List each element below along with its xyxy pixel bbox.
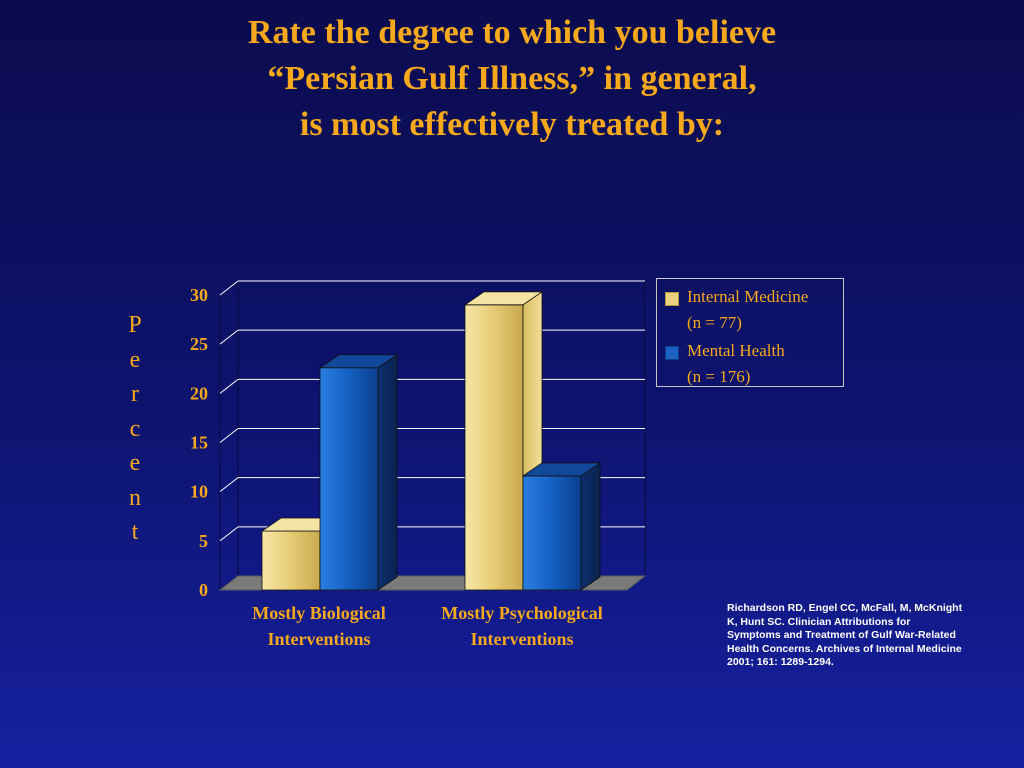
y-tick-label: 20 — [190, 383, 208, 403]
bar-top — [521, 462, 602, 477]
y-axis-label-letter: c — [129, 415, 141, 442]
slide-title: Rate the degree to which you believe “Pe… — [0, 10, 1024, 148]
bar-side — [580, 462, 601, 591]
y-tick-label: 30 — [190, 285, 208, 305]
legend-label-mental-health: Mental Health — [687, 341, 785, 360]
bar-front — [319, 367, 379, 591]
gridline-side — [219, 428, 239, 443]
legend-item-mental-health: Mental Health (n = 176) — [665, 338, 843, 390]
citation-line: Richardson RD, Engel CC, McFall, M, McKn… — [727, 602, 963, 614]
citation-line: Symptoms and Treatment of Gulf War-Relat… — [727, 629, 956, 642]
x-category-label: Interventions — [471, 629, 574, 649]
bar-front — [522, 475, 582, 591]
citation-line: Health Concerns. Archives of Internal Me… — [727, 642, 962, 655]
legend-sub-mental-health: (n = 176) — [687, 367, 751, 386]
legend-swatch-mental-health — [665, 346, 679, 360]
citation-line: 2001; 161: 1289-1294. — [727, 656, 834, 669]
gridline-side — [219, 477, 239, 493]
legend-sub-internal-medicine: (n = 77) — [687, 313, 742, 332]
citation: Richardson RD, Engel CC, McFall, M, McKn… — [727, 602, 997, 670]
y-axis-label-letter: e — [129, 346, 141, 373]
y-tick-label: 5 — [199, 531, 208, 551]
y-axis-label-letter: e — [129, 450, 141, 476]
legend-swatch-internal-medicine — [665, 292, 679, 306]
y-axis-label-letter: t — [131, 519, 139, 545]
bar-side — [377, 354, 398, 591]
y-axis-label-letter: r — [131, 381, 139, 407]
chart-legend: Internal Medicine (n = 77) Mental Health… — [656, 278, 844, 387]
gridline-side — [219, 526, 239, 542]
bar-top — [318, 354, 399, 369]
x-category-label: Mostly Psychological — [441, 603, 602, 623]
bar-front — [261, 530, 321, 591]
bar-front — [464, 304, 524, 591]
legend-label-internal-medicine: Internal Medicine — [687, 287, 809, 306]
y-axis-label-letter: n — [129, 484, 141, 511]
y-axis-label-letter: P — [128, 312, 142, 338]
citation-line: K, Hunt SC. Clinician Attributions for — [727, 615, 911, 628]
bar-top — [463, 291, 544, 306]
legend-item-internal-medicine: Internal Medicine (n = 77) — [665, 284, 843, 336]
y-tick-label: 25 — [190, 334, 208, 354]
x-category-label: Mostly Biological — [252, 603, 386, 623]
title-line-1: Rate the degree to which you believe — [247, 14, 777, 51]
gridline-side — [219, 280, 239, 296]
gridline-side — [219, 378, 239, 394]
x-category-label: Interventions — [268, 629, 371, 649]
bar — [318, 354, 399, 591]
gridline-side — [219, 329, 239, 345]
title-line-2: “Persian Gulf Illness,” in general, — [267, 60, 757, 97]
y-tick-label: 10 — [190, 482, 208, 502]
bar — [521, 462, 602, 591]
y-tick-label: 0 — [199, 580, 208, 600]
y-tick-label: 15 — [190, 433, 208, 453]
title-line-3: is most effectively treated by: — [299, 106, 725, 143]
